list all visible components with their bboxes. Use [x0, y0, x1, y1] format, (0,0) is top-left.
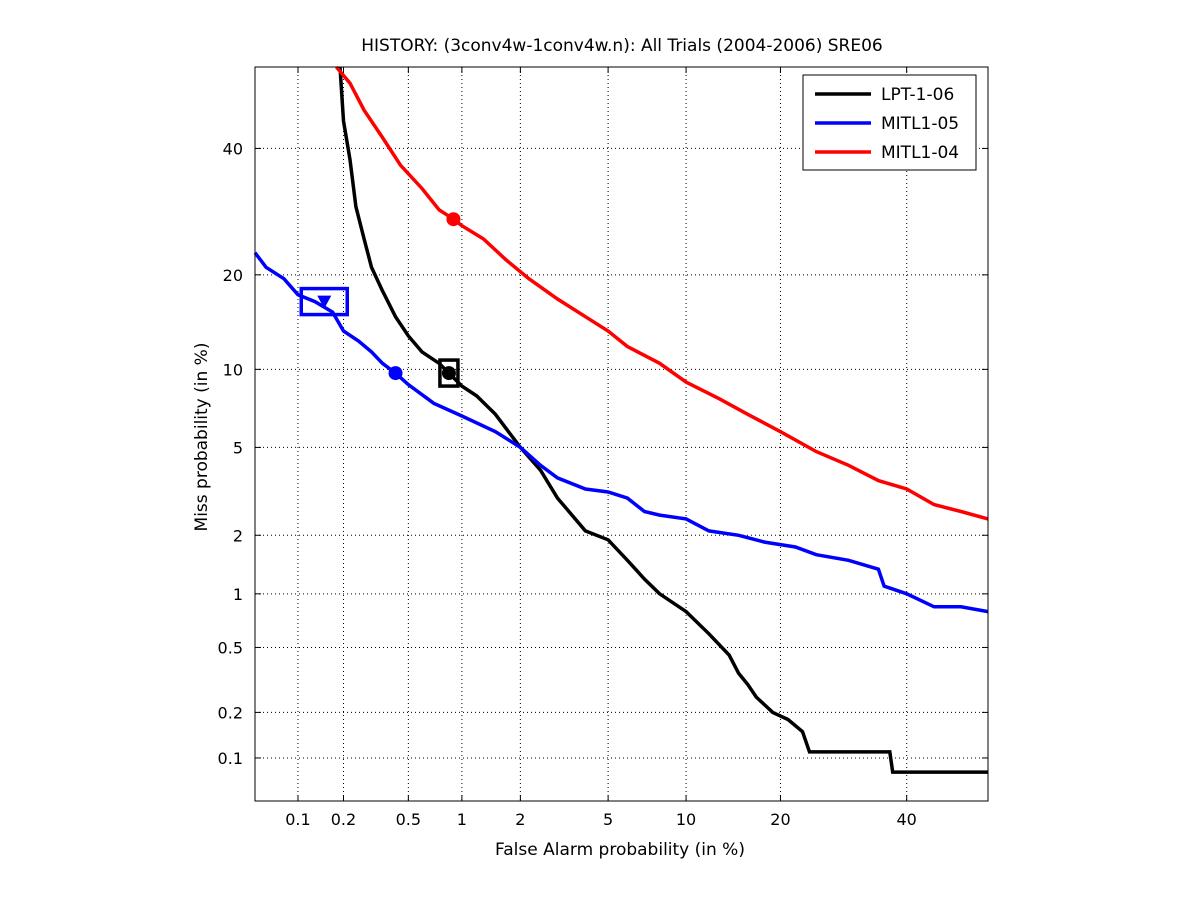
x-tick-label: 40	[896, 810, 916, 829]
min-dcf-marker	[317, 295, 332, 309]
operating-point-marker	[446, 212, 461, 227]
y-tick-label: 0.1	[218, 749, 243, 768]
operating-point-marker	[441, 366, 456, 381]
x-tick-label: 20	[770, 810, 790, 829]
legend-label: LPT-1-06	[881, 85, 954, 105]
x-tick-label: 1	[457, 810, 467, 829]
series-layer	[253, 65, 989, 774]
x-tick-label: 10	[676, 810, 696, 829]
y-tick-label: 1	[233, 585, 243, 604]
y-tick-label: 2	[233, 526, 243, 545]
y-tick-label: 10	[223, 360, 243, 379]
y-tick-label: 5	[233, 438, 243, 457]
x-tick-label: 0.1	[285, 810, 310, 829]
marker-layer	[299, 212, 461, 388]
y-axis-label: Miss probability (in %)	[192, 343, 212, 532]
y-tick-label: 20	[223, 266, 243, 285]
axes-box	[254, 66, 989, 802]
x-tick-label: 0.2	[331, 810, 356, 829]
y-tick-label: 0.2	[218, 703, 243, 722]
x-tick-label: 5	[603, 810, 613, 829]
confidence-box-marker	[438, 358, 460, 388]
series-line-mitl1-04	[335, 65, 989, 521]
legend-label: MITL1-05	[881, 114, 959, 134]
series-line-mitl1-05	[253, 251, 989, 614]
x-axis-label: False Alarm probability (in %)	[495, 840, 745, 860]
x-tick-label: 2	[515, 810, 525, 829]
y-tick-label: 0.5	[218, 638, 243, 657]
chart-title: HISTORY: (3conv4w-1conv4w.n): All Trials…	[361, 36, 883, 56]
x-tick-label: 0.5	[396, 810, 421, 829]
tick-layer: 0.1 0.2 0.5 1 2 5 10 20 40 0.1 0.2 0.5 1 2 5 10 20 40	[218, 67, 988, 829]
operating-point-marker	[388, 366, 403, 381]
series-line-lpt-1-06	[338, 66, 988, 774]
legend: LPT-1-06 MITL1-05 MITL1-04	[802, 74, 977, 171]
legend-label: MITL1-04	[881, 143, 959, 163]
y-tick-label: 40	[223, 139, 243, 158]
confidence-box-marker	[299, 286, 350, 317]
